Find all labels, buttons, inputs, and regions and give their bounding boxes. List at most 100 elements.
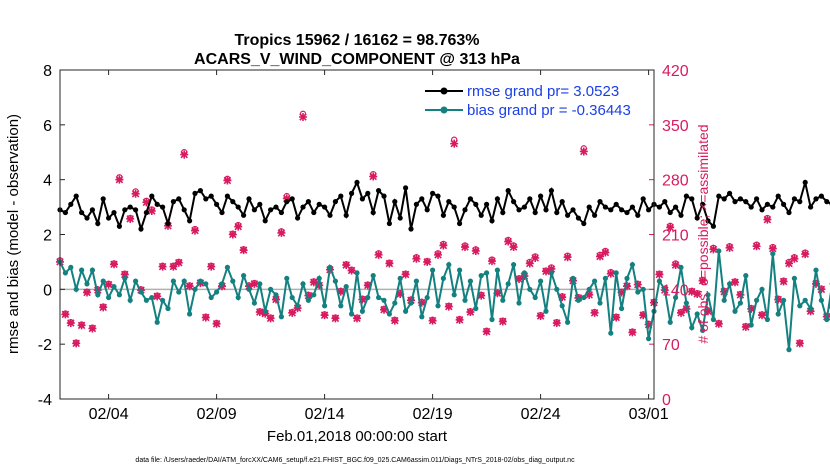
rmse-point: [732, 199, 737, 204]
rmse-point: [376, 188, 381, 193]
left-tick-label: 8: [43, 63, 52, 80]
bias-point: [603, 276, 608, 281]
obs-assimilated-point: [78, 321, 86, 329]
bias-point: [354, 270, 359, 275]
bias-point: [522, 270, 527, 275]
rmse-point: [144, 210, 149, 215]
rmse-point: [295, 215, 300, 220]
rmse-point: [365, 191, 370, 196]
obs-assimilated-point: [488, 257, 496, 265]
bias-point: [295, 303, 300, 308]
rmse-point: [230, 199, 235, 204]
bias-point: [770, 251, 775, 256]
bias-point: [668, 320, 673, 325]
obs-assimilated-point: [726, 244, 734, 252]
obs-assimilated-point: [591, 309, 599, 317]
rmse-point: [182, 207, 187, 212]
rmse-point: [614, 202, 619, 207]
right-tick-label: 280: [662, 173, 689, 190]
bias-point: [565, 320, 570, 325]
x-axis-label: Feb.01,2018 00:00:00 start: [267, 428, 448, 445]
rmse-point: [311, 210, 316, 215]
rmse-point: [236, 204, 241, 209]
rmse-point: [722, 196, 727, 201]
rmse-point: [484, 202, 489, 207]
rmse-point: [187, 218, 192, 223]
obs-assimilated-point: [553, 319, 561, 327]
obs-assimilated-point: [510, 243, 518, 251]
bias-point: [722, 298, 727, 303]
rmse-point: [84, 215, 89, 220]
rmse-point: [581, 221, 586, 226]
obs-assimilated-point: [223, 176, 231, 184]
bias-point: [754, 298, 759, 303]
bias-point: [273, 292, 278, 297]
rmse-point: [576, 215, 581, 220]
rmse-point: [214, 202, 219, 207]
bias-point: [187, 311, 192, 316]
obs-assimilated-point: [132, 190, 140, 198]
bias-point: [268, 287, 273, 292]
rmse-point: [819, 194, 824, 199]
chart-title-line2: ACARS_V_WIND_COMPONENT @ 313 hPa: [194, 51, 520, 68]
right-tick-label: 140: [662, 282, 689, 299]
obs-assimilated-point: [774, 296, 782, 304]
obs-assimilated-point: [110, 260, 118, 268]
bias-point: [198, 279, 203, 284]
left-tick-label: -2: [38, 337, 52, 354]
rmse-point: [824, 199, 829, 204]
rmse-point: [527, 196, 532, 201]
rmse-point: [500, 210, 505, 215]
obs-assimilated-point: [742, 323, 750, 331]
rmse-point: [641, 196, 646, 201]
rmse-point: [776, 194, 781, 199]
rmse-point: [263, 218, 268, 223]
bias-point: [160, 298, 165, 303]
bias-point: [138, 289, 143, 294]
bias-point: [554, 287, 559, 292]
rmse-point: [338, 194, 343, 199]
bias-point: [641, 287, 646, 292]
bias-point: [808, 306, 813, 311]
bias-point: [678, 265, 683, 270]
bias-point: [570, 276, 575, 281]
rmse-point: [522, 204, 527, 209]
data-file-footer: data file: /Users/raeder/DAI/ATM_forcXX/…: [135, 457, 575, 464]
bias-point: [813, 268, 818, 273]
bias-point: [759, 287, 764, 292]
bias-point: [263, 309, 268, 314]
obs-assimilated-point: [537, 312, 545, 320]
obs-assimilated-point: [72, 339, 80, 347]
bias-point: [430, 268, 435, 273]
rmse-point: [90, 207, 95, 212]
obs-assimilated-point: [439, 241, 447, 249]
rmse-point: [333, 199, 338, 204]
rmse-point: [290, 196, 295, 201]
bias-point: [597, 300, 602, 305]
rmse-point: [635, 213, 640, 218]
bias-point: [576, 298, 581, 303]
rmse-point: [203, 196, 208, 201]
bias-point: [230, 279, 235, 284]
bias-point: [543, 309, 548, 314]
obs-assimilated-point: [596, 252, 604, 260]
bias-point: [306, 298, 311, 303]
rmse-point: [716, 194, 721, 199]
rmse-point: [165, 221, 170, 226]
obs-assimilated-point: [115, 176, 123, 184]
rmse-point: [392, 199, 397, 204]
bias-point: [716, 248, 721, 253]
rmse-point: [678, 213, 683, 218]
bias-point: [322, 303, 327, 308]
obs-assimilated-point: [434, 251, 442, 259]
bias-point: [246, 287, 251, 292]
obs-assimilated-point: [191, 227, 199, 235]
right-tick-label: 350: [662, 118, 689, 135]
obs-assimilated-point: [763, 216, 771, 224]
rmse-point: [327, 213, 332, 218]
obs-assimilated-point: [180, 151, 188, 159]
bias-point: [165, 306, 170, 311]
right-tick-label: 420: [662, 63, 689, 80]
bias-point: [635, 289, 640, 294]
